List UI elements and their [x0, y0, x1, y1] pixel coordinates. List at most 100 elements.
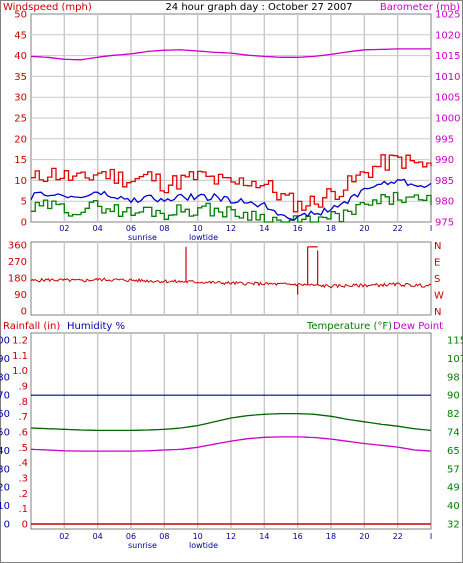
- humidity-tick-label: 100: [0, 336, 10, 347]
- humidity-tick-label: 20: [0, 483, 10, 494]
- barometer-tick-label: 1020: [435, 30, 460, 41]
- temperature-tick-label: 90: [447, 391, 460, 402]
- barometer-tick-label: 975: [435, 218, 454, 229]
- x-tick-label: 08: [159, 224, 169, 233]
- rainfall-tick-label: 1.2: [12, 336, 28, 347]
- x-tick-label: 20: [359, 532, 369, 541]
- dewpoint-axis-title: Dew Point: [393, 321, 443, 332]
- lowtide-label-bottom: lowtide: [189, 541, 218, 550]
- temperature-tick-label: 57: [447, 464, 460, 475]
- x-tick-label: 08: [159, 532, 169, 541]
- direction-compass-label: W: [434, 291, 444, 302]
- rainfall-tick-label: .5: [18, 443, 28, 454]
- temperature-tick-label: 32: [447, 520, 460, 531]
- humidity-tick-label: 90: [0, 354, 10, 365]
- windspeed-tick-label: 0: [21, 218, 27, 229]
- barometer-tick-label: 995: [435, 134, 454, 145]
- direction-compass-label: E: [434, 258, 440, 269]
- temperature-tick-label: 65: [447, 446, 460, 457]
- rainfall-tick-label: .1: [18, 504, 28, 515]
- rainfall-tick-label: .6: [18, 428, 28, 439]
- rainfall-tick-label: .2: [18, 489, 28, 500]
- x-tick-label: 04: [93, 224, 103, 233]
- temperature-tick-label: 98: [447, 372, 460, 383]
- windspeed-tick-label: 25: [14, 114, 27, 125]
- temperature-tick-label: 107: [447, 354, 463, 365]
- x-tick-label: 16: [293, 532, 303, 541]
- rainfall-axis-title: Rainfall (in): [3, 321, 60, 332]
- rainfall-tick-label: .7: [18, 412, 28, 423]
- x-tick-label: 02: [59, 224, 69, 233]
- x-tick-label: 10: [193, 532, 203, 541]
- x-tick-label: 02: [59, 532, 69, 541]
- sunrise-label: sunrise: [128, 233, 157, 242]
- windspeed-tick-label: 10: [14, 176, 27, 187]
- wind-low-line: [31, 191, 432, 223]
- windspeed-tick-label: 15: [14, 155, 27, 166]
- x-tick-label: 12: [226, 532, 236, 541]
- direction-degree-label: 270: [8, 257, 27, 268]
- temperature-tick-label: 40: [447, 501, 460, 512]
- rainfall-tick-label: 1.0: [12, 366, 28, 377]
- humidity-tick-label: 10: [0, 501, 10, 512]
- direction-degree-label: 0: [21, 307, 27, 318]
- humidity-tick-label: 0: [4, 520, 10, 531]
- humidity-axis-title: Humidity %: [67, 321, 125, 332]
- x-tick-label: 22: [393, 224, 403, 233]
- barometer-tick-label: 1000: [435, 114, 460, 125]
- x-tick-label: 20: [359, 224, 369, 233]
- windspeed-tick-label: 30: [14, 93, 27, 104]
- x-tick-label: 10: [193, 224, 203, 233]
- rainfall-tick-label: .8: [18, 397, 28, 408]
- x-tick-label: 18: [326, 224, 336, 233]
- windspeed-tick-label: 35: [14, 72, 27, 83]
- x-tick-label: 14: [259, 532, 269, 541]
- rainfall-tick-label: .9: [18, 382, 28, 393]
- x-tick-label: 22: [393, 532, 403, 541]
- wind-average-line: [30, 178, 432, 221]
- humidity-tick-label: 70: [0, 391, 10, 402]
- direction-degree-label: 180: [8, 274, 27, 285]
- barometer-axis-title: Barometer (mb): [380, 2, 460, 13]
- x-tick-label: 12: [226, 224, 236, 233]
- barometer-tick-label: 1010: [435, 72, 460, 83]
- windspeed-tick-label: 40: [14, 51, 27, 62]
- temperature-tick-label: 82: [447, 409, 460, 420]
- chart-title: 24 hour graph day : October 27 2007: [165, 2, 352, 13]
- x-tick-label: 18: [326, 532, 336, 541]
- barometer-tick-label: 990: [435, 155, 454, 166]
- x-tick-label: 16: [293, 224, 303, 233]
- x-tick-label: 06: [126, 532, 136, 541]
- temperature-tick-label: 74: [447, 428, 460, 439]
- x-tick-label: 06: [126, 224, 136, 233]
- barometer-tick-label: 1005: [435, 93, 460, 104]
- wind-gust-line: [31, 154, 432, 213]
- humidity-tick-label: 40: [0, 446, 10, 457]
- rainfall-tick-label: 0: [22, 520, 28, 531]
- barometer-line: [30, 48, 431, 61]
- humidity-tick-label: 30: [0, 464, 10, 475]
- barometer-tick-label: 980: [435, 197, 454, 208]
- humidity-tick-label: 60: [0, 409, 10, 420]
- temperature-tick-label: 49: [447, 483, 460, 494]
- barometer-tick-label: 1015: [435, 51, 460, 62]
- lowtide-label: lowtide: [189, 233, 218, 242]
- windspeed-tick-label: 45: [14, 30, 27, 41]
- rainfall-tick-label: .3: [18, 474, 28, 485]
- direction-degree-label: 90: [14, 290, 27, 301]
- x-tick-label: I: [430, 532, 432, 541]
- windspeed-tick-label: 50: [14, 10, 27, 21]
- direction-degree-label: 360: [8, 241, 27, 252]
- x-tick-label: 14: [259, 224, 269, 233]
- temperature-tick-label: 115: [447, 336, 463, 347]
- rainfall-tick-label: .4: [18, 458, 28, 469]
- direction-compass-label: S: [434, 274, 440, 285]
- dewpoint-line: [30, 436, 432, 452]
- sunrise-label-bottom: sunrise: [128, 541, 157, 550]
- rainfall-tick-label: 1.1: [12, 351, 28, 362]
- humidity-temperature-panel: 0 10 20 30 40 50 60 70 80 90 100 0 .1 .2 .3 .4 .5 .6 .7 .8.…: [0, 332, 463, 550]
- windspeed-axis-title: Windspeed (mph): [3, 2, 92, 13]
